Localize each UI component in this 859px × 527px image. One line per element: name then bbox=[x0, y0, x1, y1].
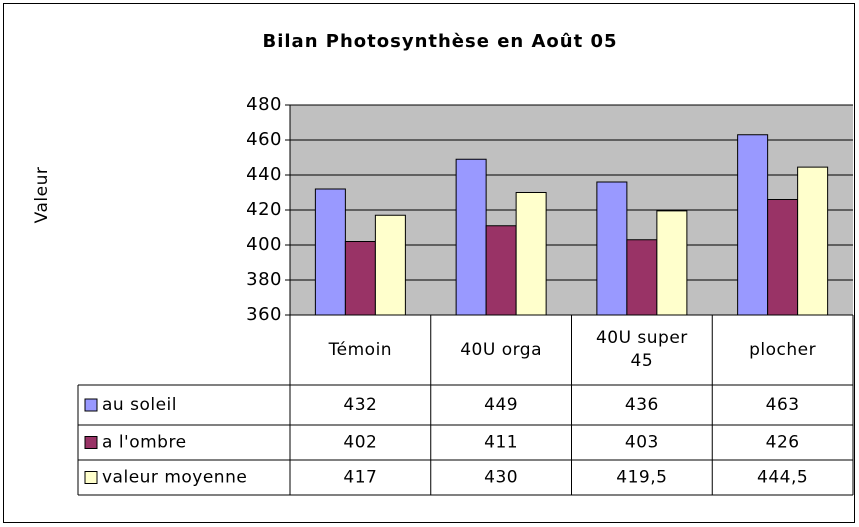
table-value: 417 bbox=[343, 468, 377, 488]
y-tick-label: 400 bbox=[246, 234, 282, 255]
bar bbox=[374, 214, 406, 316]
legend-label: a l'ombre bbox=[102, 433, 187, 453]
y-tick-label: 480 bbox=[246, 94, 282, 115]
table-value: 463 bbox=[766, 395, 800, 415]
table-value: 449 bbox=[484, 395, 518, 415]
category-cell: 40U orga bbox=[460, 339, 543, 360]
legend-label: valeur moyenne bbox=[102, 468, 247, 488]
category-cell: 40U super 45 bbox=[595, 328, 688, 371]
bar bbox=[797, 166, 829, 316]
category-cell: plocher bbox=[749, 339, 817, 360]
legend-key bbox=[84, 436, 98, 449]
y-tick-label: 360 bbox=[246, 304, 282, 325]
bar bbox=[314, 188, 346, 316]
legend-key bbox=[84, 471, 98, 484]
legend-key bbox=[84, 398, 98, 412]
bar bbox=[455, 158, 487, 316]
category-cell: Témoin bbox=[328, 339, 393, 360]
y-tick-label: 440 bbox=[246, 164, 282, 185]
table-value: 444,5 bbox=[757, 468, 808, 488]
bar bbox=[344, 241, 376, 316]
bar bbox=[596, 181, 628, 316]
bar bbox=[737, 134, 769, 316]
y-axis-label: Valeur bbox=[32, 167, 52, 224]
x-tick-label: plocher bbox=[749, 339, 817, 360]
bar bbox=[656, 210, 688, 316]
legend-label: au soleil bbox=[102, 395, 177, 415]
y-tick-label: 380 bbox=[246, 269, 282, 290]
x-tick-label: 40U super 45 bbox=[595, 328, 688, 371]
bar bbox=[515, 192, 547, 316]
bar bbox=[767, 199, 799, 316]
table-value: 432 bbox=[343, 395, 377, 415]
table-value: 411 bbox=[484, 433, 518, 453]
bar bbox=[485, 225, 517, 316]
y-tick-label: 420 bbox=[246, 199, 282, 220]
table-value: 426 bbox=[766, 433, 800, 453]
y-tick-label: 460 bbox=[246, 129, 282, 150]
chart-title: Bilan Photosynthèse en Août 05 bbox=[262, 31, 617, 52]
table-value: 430 bbox=[484, 468, 518, 488]
table-value: 436 bbox=[625, 395, 659, 415]
table-value: 419,5 bbox=[616, 468, 667, 488]
table-value: 403 bbox=[625, 433, 659, 453]
bar bbox=[626, 239, 658, 316]
x-tick-label: 40U orga bbox=[460, 339, 543, 360]
table-value: 402 bbox=[343, 433, 377, 453]
x-tick-label: Témoin bbox=[328, 339, 393, 360]
